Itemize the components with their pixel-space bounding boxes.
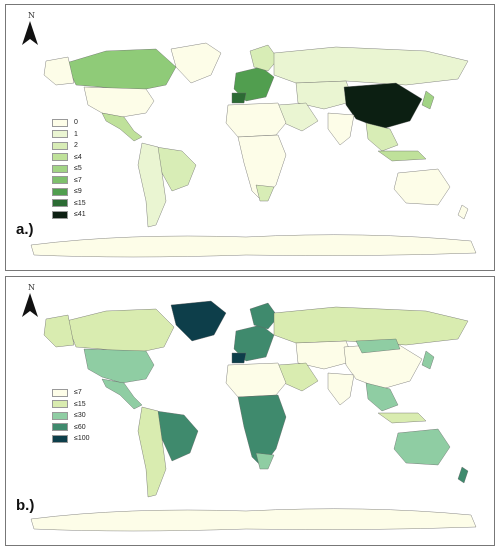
japan bbox=[421, 90, 435, 110]
legend-label: ≤7 bbox=[74, 389, 82, 397]
legend-label: ≤4 bbox=[74, 153, 82, 161]
middle-east bbox=[277, 102, 319, 132]
legend-label: ≤100 bbox=[74, 435, 90, 443]
russia bbox=[273, 46, 469, 86]
usa bbox=[83, 86, 155, 118]
legend-label: ≤41 bbox=[74, 211, 86, 219]
legend-swatch bbox=[52, 411, 68, 420]
japan bbox=[421, 350, 435, 370]
antarctica bbox=[30, 234, 477, 258]
usa bbox=[83, 348, 155, 384]
legend-item: 1 bbox=[52, 129, 86, 141]
legend-item: ≤4 bbox=[52, 152, 86, 164]
alaska bbox=[43, 314, 75, 348]
legend-item: ≤15 bbox=[52, 198, 86, 210]
legend-label: 0 bbox=[74, 119, 78, 127]
legend-swatch bbox=[52, 164, 68, 173]
map-panel-a: N 0 1 2 ≤4 ≤5 ≤7 ≤9 ≤15 ≤41 a.) bbox=[5, 4, 495, 271]
north-africa bbox=[225, 102, 287, 138]
antarctica bbox=[30, 508, 477, 532]
south-america-west bbox=[137, 142, 167, 228]
china bbox=[343, 342, 423, 390]
legend-swatch bbox=[52, 176, 68, 185]
canada bbox=[65, 308, 175, 354]
iberia bbox=[231, 92, 247, 104]
legend-swatch bbox=[52, 400, 68, 409]
south-africa bbox=[255, 452, 275, 470]
legend-item: ≤60 bbox=[52, 422, 90, 434]
legend-item: ≤15 bbox=[52, 399, 90, 411]
southeast-asia bbox=[365, 122, 399, 152]
legend-label: ≤30 bbox=[74, 412, 86, 420]
iberia bbox=[231, 352, 247, 364]
legend-swatch bbox=[52, 388, 68, 397]
legend-swatch bbox=[52, 118, 68, 127]
indonesia bbox=[377, 412, 427, 424]
legend-swatch bbox=[52, 141, 68, 150]
australia bbox=[393, 428, 451, 466]
australia bbox=[393, 168, 451, 206]
legend-item: ≤9 bbox=[52, 186, 86, 198]
legend-label: 1 bbox=[74, 130, 78, 138]
legend-label: 2 bbox=[74, 142, 78, 150]
canada bbox=[65, 48, 177, 92]
legend-swatch bbox=[52, 210, 68, 219]
north-africa bbox=[225, 362, 287, 398]
legend-item: ≤30 bbox=[52, 410, 90, 422]
legend-swatch bbox=[52, 434, 68, 443]
legend-swatch bbox=[52, 199, 68, 208]
legend-label: ≤15 bbox=[74, 199, 86, 207]
new-zealand bbox=[457, 466, 469, 484]
legend-item: ≤7 bbox=[52, 175, 86, 187]
central-asia bbox=[295, 340, 355, 370]
india bbox=[327, 372, 355, 406]
russia bbox=[273, 306, 469, 346]
new-zealand bbox=[457, 204, 469, 220]
world-map-a bbox=[30, 42, 477, 258]
mongolia bbox=[355, 338, 401, 354]
north-label: N bbox=[28, 11, 35, 20]
southeast-asia bbox=[365, 382, 399, 412]
india bbox=[327, 112, 355, 146]
mexico bbox=[101, 378, 143, 410]
legend-label: ≤5 bbox=[74, 165, 82, 173]
legend-swatch bbox=[52, 130, 68, 139]
legend-item: 0 bbox=[52, 117, 86, 129]
china bbox=[343, 82, 423, 130]
scandinavia bbox=[249, 302, 279, 330]
world-map-b bbox=[30, 300, 477, 532]
indonesia bbox=[377, 150, 427, 162]
legend-item: ≤5 bbox=[52, 163, 86, 175]
legend-b: ≤7 ≤15 ≤30 ≤60 ≤100 bbox=[52, 387, 90, 445]
mexico bbox=[101, 112, 143, 142]
legend-swatch bbox=[52, 423, 68, 432]
legend-item: ≤41 bbox=[52, 209, 86, 221]
legend-label: ≤7 bbox=[74, 176, 82, 184]
north-arrow-a: N bbox=[16, 11, 46, 55]
panel-label-a: a.) bbox=[16, 221, 34, 238]
north-arrow-icon bbox=[22, 21, 38, 45]
greenland bbox=[170, 300, 227, 342]
greenland bbox=[170, 42, 222, 84]
legend-item: ≤100 bbox=[52, 433, 90, 445]
panel-label-b: b.) bbox=[16, 497, 35, 514]
north-arrow-b: N bbox=[16, 283, 46, 327]
legend-swatch bbox=[52, 187, 68, 196]
middle-east bbox=[277, 362, 319, 392]
legend-item: ≤7 bbox=[52, 387, 90, 399]
south-america-west bbox=[137, 406, 167, 498]
scandinavia bbox=[249, 44, 279, 72]
legend-a: 0 1 2 ≤4 ≤5 ≤7 ≤9 ≤15 ≤41 bbox=[52, 117, 86, 221]
central-asia bbox=[295, 80, 355, 110]
south-africa bbox=[255, 184, 275, 202]
north-arrow-icon bbox=[22, 293, 38, 317]
legend-label: ≤15 bbox=[74, 400, 86, 408]
legend-item: 2 bbox=[52, 140, 86, 152]
legend-swatch bbox=[52, 153, 68, 162]
alaska bbox=[43, 56, 75, 86]
legend-label: ≤60 bbox=[74, 423, 86, 431]
north-label: N bbox=[28, 283, 35, 292]
legend-label: ≤9 bbox=[74, 188, 82, 196]
map-panel-b: N ≤7 ≤15 ≤30 ≤60 ≤100 b.) bbox=[5, 276, 495, 546]
